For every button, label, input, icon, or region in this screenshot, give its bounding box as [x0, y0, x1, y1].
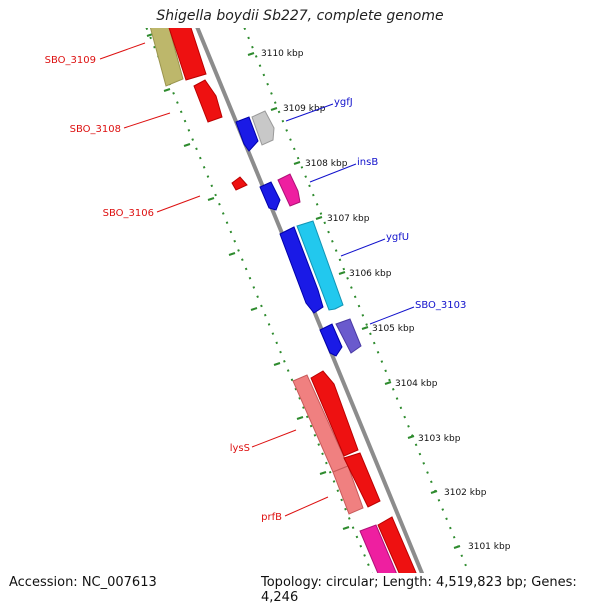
label-insb: insB [357, 157, 378, 168]
kbp-label: 3108 kbp [305, 159, 348, 169]
left-ruler-ticks [146, 33, 350, 530]
kbp-label: 3110 kbp [261, 49, 304, 59]
left-tick [207, 197, 215, 201]
right-tick [361, 326, 369, 330]
left-tick [183, 143, 191, 147]
gene-sbo3109-red [168, 28, 207, 81]
gene-blue-2 [259, 181, 281, 211]
right-ruler-ticks [247, 52, 461, 549]
gene-ygfu [296, 220, 344, 311]
kbp-label: 3103 kbp [418, 434, 461, 444]
right-tick [407, 435, 415, 439]
leader-insb [309, 163, 357, 183]
leader-sbo3108 [123, 112, 171, 129]
label-sbo3109: SBO_3109 [45, 55, 96, 66]
leader-sbo3103 [369, 306, 415, 325]
gene-red-bottom [377, 516, 417, 573]
gene-sbo3109 [149, 28, 184, 87]
gene-prfb [332, 465, 364, 515]
gene-sbo3103 [335, 318, 362, 354]
leader-lyss [251, 429, 297, 448]
leader-sbo3106 [156, 195, 201, 213]
label-sbo3106: SBO_3106 [103, 208, 154, 219]
gene-blue-4 [319, 323, 343, 357]
gene-sbo3106 [231, 176, 248, 191]
kbp-label: 3101 kbp [468, 542, 511, 552]
gene-blue-3 [279, 226, 324, 314]
left-tick [228, 252, 236, 256]
gene-insb [277, 173, 301, 207]
kbp-label: 3107 kbp [327, 214, 370, 224]
right-tick [315, 216, 323, 220]
kbp-label: 3109 kbp [283, 104, 326, 114]
left-tick [342, 526, 350, 530]
kbp-label: 3102 kbp [444, 488, 487, 498]
left-tick [273, 362, 281, 366]
left-ruler [145, 28, 373, 573]
left-tick [163, 88, 171, 92]
label-ygfu: ygfU [386, 232, 409, 243]
kbp-label: 3106 kbp [349, 269, 392, 279]
gene-sbo3108 [193, 79, 223, 123]
label-prfb: prfB [261, 512, 282, 523]
kbp-label: 3104 kbp [395, 379, 438, 389]
leader-sbo3109 [99, 42, 146, 60]
left-tick [296, 416, 304, 420]
gene-red-prfb [343, 452, 381, 508]
right-tick [270, 107, 278, 111]
topology-label: Topology: circular; Length: 4,519,823 bp… [261, 575, 577, 605]
right-tick [430, 490, 438, 494]
map-title: Shigella boydii Sb227, complete genome [156, 8, 444, 24]
right-ruler [243, 28, 470, 573]
leader-prfb [284, 496, 329, 517]
label-sbo3108: SBO_3108 [70, 124, 121, 135]
label-lyss: lysS [230, 443, 250, 454]
right-tick [384, 381, 392, 385]
kbp-label: 3105 kbp [372, 324, 415, 334]
left-tick [319, 471, 327, 475]
gene-red-lyss [310, 370, 359, 457]
left-tick [250, 307, 258, 311]
leader-ygfu [340, 238, 386, 257]
right-tick [247, 52, 255, 56]
label-ygfj: ygfJ [334, 97, 353, 108]
right-tick [338, 271, 346, 275]
gene-ygfj [251, 110, 275, 146]
right-tick [293, 161, 301, 165]
leader-ygfj [285, 103, 334, 122]
gene-blue-1 [235, 116, 259, 152]
accession-label: Accession: NC_007613 [9, 575, 157, 590]
label-sbo3103: SBO_3103 [415, 300, 466, 311]
gene-magenta-bottom [359, 524, 397, 573]
right-tick [453, 545, 461, 549]
